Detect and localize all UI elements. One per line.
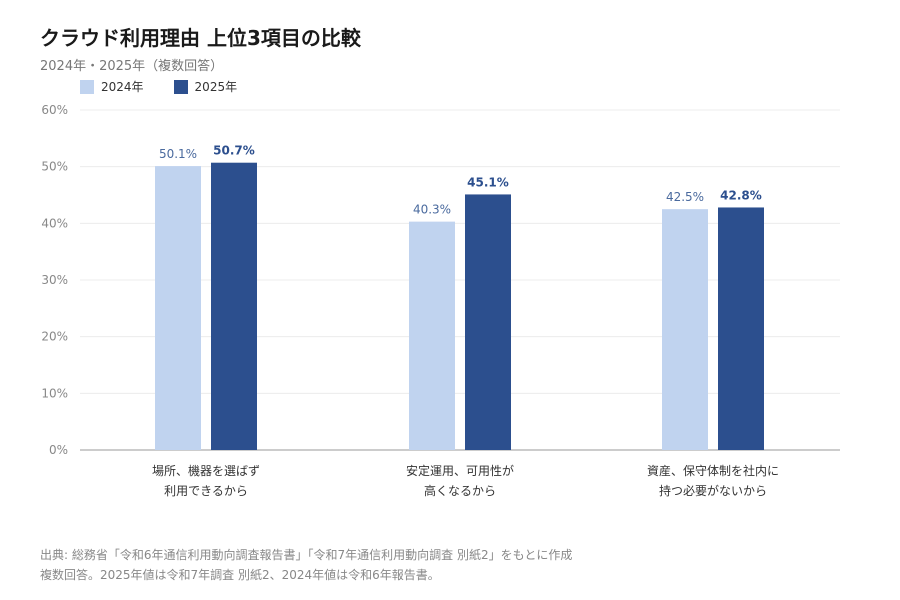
x-tick-label: 利用できるから	[164, 484, 248, 498]
chart-title: クラウド利用理由 上位3項目の比較	[40, 26, 361, 50]
method-note: 複数回答。2025年値は令和7年調査 別紙2、2024年値は令和6年報告書。	[40, 568, 440, 582]
bar	[718, 207, 764, 450]
bar	[155, 166, 201, 450]
data-label: 42.8%	[720, 188, 762, 202]
x-tick-label: 高くなるから	[424, 483, 496, 498]
x-tick-label: 資産、保守体制を社内に	[647, 463, 779, 478]
y-tick-label: 20%	[41, 330, 68, 344]
data-label: 50.7%	[213, 144, 255, 158]
y-tick-label: 10%	[41, 386, 68, 400]
legend-item: 2024年	[80, 78, 144, 95]
bar	[662, 209, 708, 450]
y-tick-label: 30%	[41, 273, 68, 287]
data-label: 42.5%	[666, 190, 704, 204]
bar	[409, 221, 455, 450]
legend-swatch	[80, 79, 94, 94]
legend: 2024年 2025年	[80, 78, 267, 95]
data-label: 50.1%	[159, 147, 197, 161]
y-tick-label: 60%	[41, 103, 68, 117]
bar	[465, 194, 511, 450]
chart-subtitle: 2024年・2025年（複数回答）	[40, 59, 224, 74]
legend-item: 2025年	[173, 78, 238, 95]
bar	[211, 162, 257, 450]
x-tick-label: 安定運用、可用性が	[406, 463, 514, 478]
data-label: 40.3%	[413, 203, 451, 217]
legend-label: 2024年	[101, 80, 144, 94]
y-tick-label: 0%	[49, 443, 68, 457]
source-note: 出典: 総務省「令和6年通信利用動向調査報告書」「令和7年通信利用動向調査 別紙…	[40, 548, 573, 562]
legend-label: 2025年	[194, 80, 238, 94]
x-tick-label: 場所、機器を選ばず	[152, 463, 260, 478]
y-tick-label: 40%	[41, 216, 68, 230]
data-label: 45.1%	[467, 175, 509, 189]
y-tick-label: 50%	[41, 160, 68, 174]
legend-swatch	[173, 79, 188, 94]
x-tick-label: 持つ必要がないから	[659, 483, 767, 498]
